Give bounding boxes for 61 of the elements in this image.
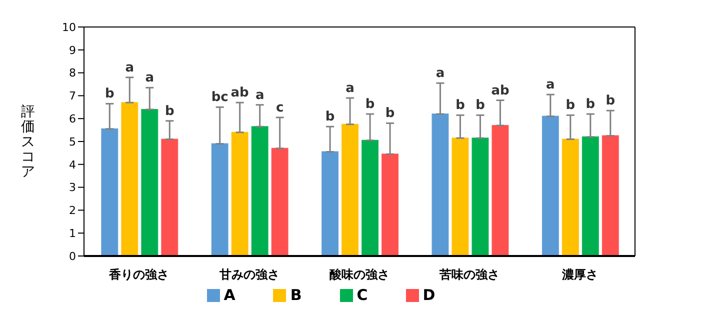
bar (322, 151, 339, 256)
legend-label: B (290, 286, 302, 304)
bar (121, 102, 138, 256)
x-tick-label: 濃厚さ (560, 268, 598, 282)
bar (211, 143, 228, 256)
bar (432, 114, 449, 256)
legend-label: C (356, 286, 368, 304)
bar (542, 116, 559, 256)
x-tick-label: 甘みの強さ (218, 268, 280, 282)
data-label: b (586, 97, 596, 112)
y-tick-label: 4 (69, 158, 76, 172)
y-tick-label: 3 (69, 181, 76, 194)
bar (582, 136, 599, 256)
bar (452, 138, 469, 256)
x-tick-label: 酸味の強さ (330, 268, 390, 282)
bar (562, 138, 579, 256)
data-label: a (125, 60, 134, 76)
data-label: b (476, 98, 485, 114)
y-tick-label: 2 (69, 204, 76, 218)
data-label: b (325, 110, 335, 125)
data-label: bc (211, 90, 228, 106)
x-tick-label: 香りの強さ (108, 268, 170, 282)
data-label: b (104, 86, 114, 102)
data-label: a (436, 66, 445, 82)
bar (101, 128, 118, 256)
data-label: a (546, 78, 555, 93)
data-label: a (346, 80, 354, 96)
y-tick-label: 1 (69, 227, 76, 240)
bar (161, 138, 178, 256)
bar (602, 135, 619, 256)
data-label: ab (230, 86, 249, 101)
data-label: b (606, 94, 616, 109)
y-tick-label: 5 (69, 135, 76, 148)
bar (472, 138, 489, 256)
legend-label: A (224, 286, 236, 304)
y-tick-label: 10 (62, 20, 76, 34)
legend-label: D (422, 286, 436, 304)
y-tick-label: 0 (69, 250, 76, 263)
data-label: a (145, 70, 154, 86)
y-axis-title: 評価スコア (21, 104, 35, 180)
data-label: a (255, 88, 264, 103)
bar (492, 124, 509, 256)
bar (231, 132, 248, 256)
bar (362, 140, 379, 256)
bar (141, 108, 158, 256)
bar (251, 126, 268, 256)
y-tick-label: 7 (69, 90, 76, 103)
data-label: b (164, 104, 174, 119)
data-label: b (566, 98, 576, 114)
data-label: c (276, 100, 284, 116)
x-tick-label: 苦味の強さ (438, 268, 500, 282)
y-tick-label: 9 (69, 44, 76, 57)
data-label: b (385, 106, 395, 122)
data-label: b (365, 97, 375, 112)
data-label: ab (491, 83, 510, 98)
bar (271, 148, 288, 256)
y-tick-label: 6 (69, 112, 76, 126)
bar (342, 124, 359, 256)
y-tick-label: 8 (69, 66, 76, 80)
bar (382, 154, 399, 256)
data-label: b (456, 98, 465, 114)
